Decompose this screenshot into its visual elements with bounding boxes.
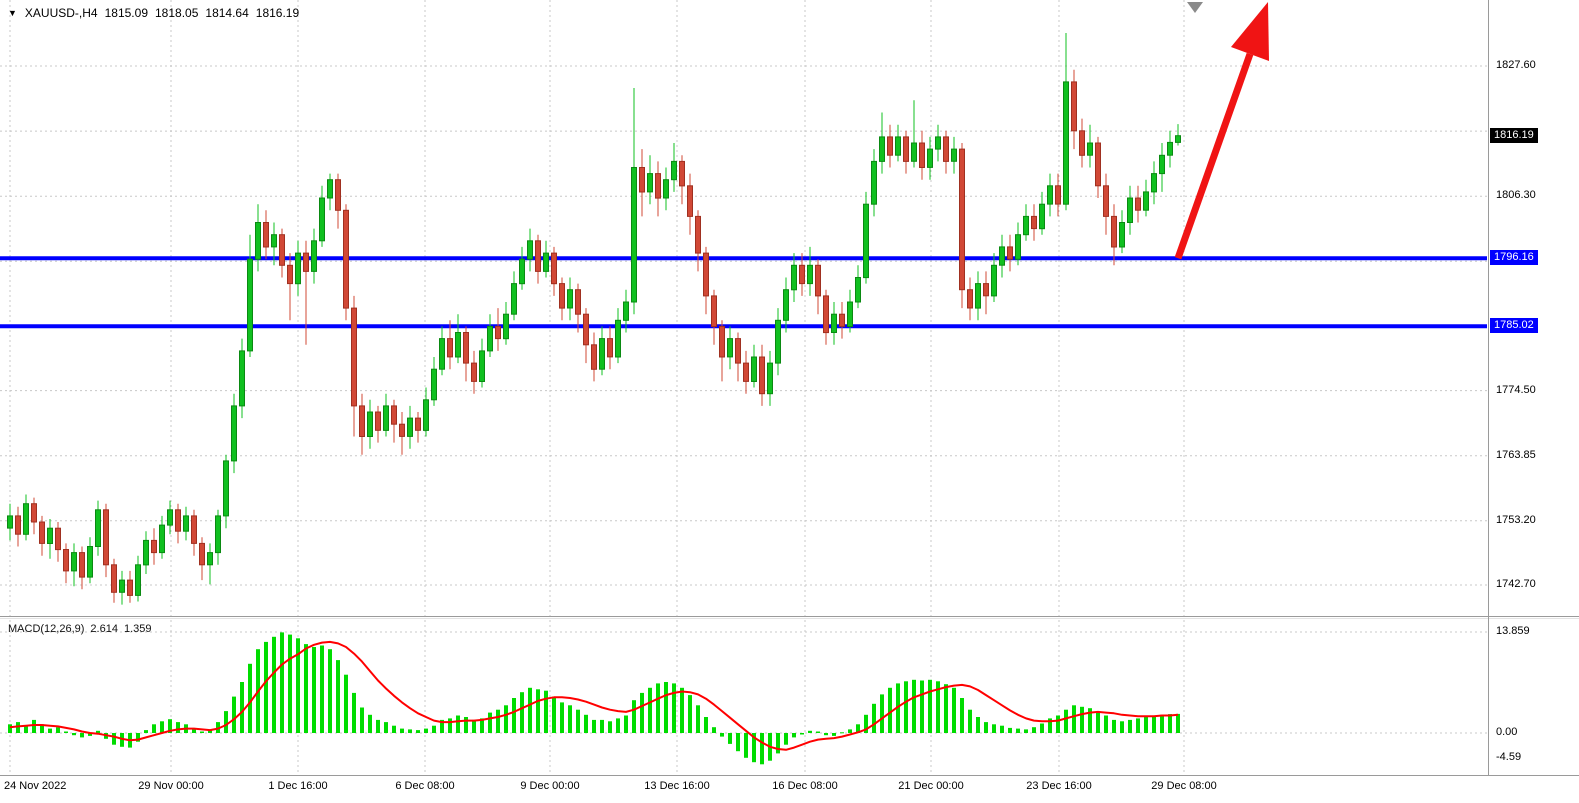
symbol-timeframe: XAUUSD-,H4 [24,6,98,20]
price-badge-level: 1796.16 [1490,250,1538,266]
macd-indicator-label: MACD(12,26,9) 2.614 1.359 [8,623,151,635]
time-axis-label: 29 Nov 00:00 [138,780,204,792]
macd-axis-label: -4.59 [1496,751,1522,763]
price-badge-current: 1816.19 [1490,127,1538,143]
price-axis[interactable]: 1827.60 1806.30 1774.50 1763.85 1753.20 1742.… [1489,0,1579,775]
time-axis-label: 21 Dec 00:00 [898,780,964,792]
price-badge-level: 1785.02 [1490,318,1538,334]
macd-axis-label: 0.00 [1496,726,1518,738]
time-axis-label: 23 Dec 16:00 [1026,780,1092,792]
candles [7,33,1181,605]
horizontal-level-lines[interactable] [0,256,1487,329]
time-axis-label: 6 Dec 08:00 [395,780,455,792]
ohlc-header: ▼ XAUUSD-,H4 1815.09 1818.05 1814.64 181… [8,6,299,20]
time-axis-label: 24 Nov 2022 [4,780,67,792]
time-axis[interactable]: 24 Nov 2022 29 Nov 00:00 1 Dec 16:00 6 Dec … [0,777,1579,803]
symbol-dropdown-icon[interactable]: ▼ [8,8,17,18]
time-axis-label: 13 Dec 16:00 [644,780,710,792]
price-axis-label: 1827.60 [1496,59,1536,71]
price-axis-label: 1763.85 [1496,448,1536,461]
ohlc-low: 1814.64 [205,6,249,20]
grid [0,0,1487,775]
macd-signal-line [9,640,1179,751]
macd-main-value: 2.614 [90,623,118,635]
time-axis-label: 16 Dec 08:00 [772,780,838,792]
chart-shift-marker-icon[interactable] [1187,2,1203,13]
trend-arrow[interactable] [1174,2,1269,260]
macd-histogram [8,632,1180,765]
price-axis-label: 1774.50 [1496,383,1536,396]
time-axis-label: 1 Dec 16:00 [268,780,328,792]
time-axis-label: 29 Dec 08:00 [1151,780,1217,792]
price-axis-label: 1806.30 [1496,189,1536,202]
ohlc-open: 1815.09 [104,6,148,20]
price-axis-label: 1742.70 [1496,578,1536,590]
macd-axis-label: 13.859 [1496,624,1530,637]
ohlc-close: 1816.19 [255,6,300,20]
time-axis-label: 9 Dec 00:00 [520,780,580,792]
price-axis-label: 1753.20 [1496,513,1536,526]
ohlc-high: 1818.05 [155,6,199,20]
macd-name: MACD(12,26,9) [8,623,85,635]
macd-signal-value: 1.359 [123,623,152,635]
